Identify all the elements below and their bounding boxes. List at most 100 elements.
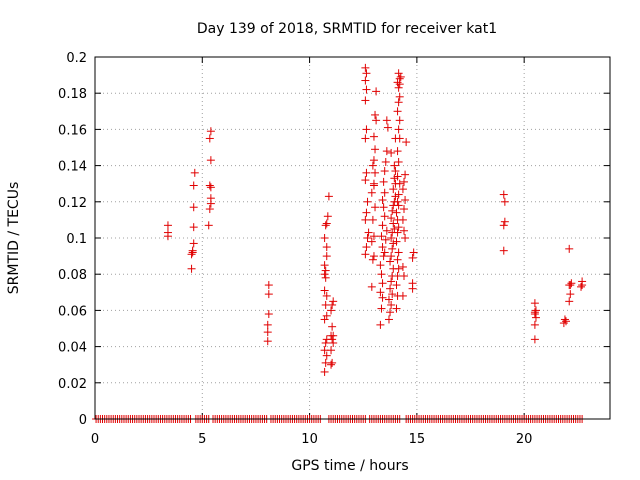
data-point bbox=[400, 177, 408, 186]
data-point bbox=[379, 252, 388, 261]
data-point bbox=[530, 299, 539, 308]
data-point bbox=[398, 215, 407, 224]
y-tick-label: 0 bbox=[79, 413, 87, 428]
data-point bbox=[386, 308, 395, 317]
data-point bbox=[320, 315, 329, 324]
data-point bbox=[383, 123, 392, 132]
data-point bbox=[398, 291, 407, 300]
data-point bbox=[361, 76, 370, 85]
data-point bbox=[380, 188, 389, 197]
data-point bbox=[362, 69, 371, 78]
data-point bbox=[362, 243, 371, 252]
y-tick-label: 0.04 bbox=[58, 341, 87, 356]
y-tick-label: 0.14 bbox=[58, 160, 87, 175]
data-point bbox=[320, 270, 329, 279]
data-point bbox=[562, 317, 571, 326]
data-point bbox=[378, 293, 387, 302]
data-point bbox=[264, 281, 273, 290]
data-point bbox=[205, 205, 214, 214]
y-tick-label: 0.18 bbox=[58, 87, 87, 102]
data-point bbox=[408, 279, 417, 288]
data-point bbox=[394, 98, 403, 107]
y-tick-label: 0.02 bbox=[58, 377, 87, 392]
data-point bbox=[206, 156, 215, 165]
plot-frame bbox=[94, 56, 611, 420]
data-point bbox=[189, 223, 198, 232]
data-point bbox=[499, 246, 508, 255]
data-point bbox=[394, 157, 403, 166]
x-tick-label: 0 bbox=[91, 432, 99, 447]
y-tick-label: 0.1 bbox=[66, 232, 87, 247]
data-point bbox=[395, 116, 404, 125]
data-point bbox=[377, 304, 386, 313]
data-point bbox=[380, 212, 389, 221]
data-point bbox=[401, 234, 410, 242]
data-point bbox=[559, 319, 568, 328]
data-point bbox=[189, 239, 198, 248]
data-point bbox=[378, 279, 387, 288]
data-point bbox=[187, 264, 196, 273]
data-point bbox=[392, 281, 401, 290]
data-point bbox=[531, 306, 540, 315]
data-point bbox=[386, 257, 395, 266]
data-point bbox=[560, 315, 569, 324]
data-point bbox=[387, 148, 396, 157]
data-point bbox=[384, 315, 393, 324]
data-point bbox=[400, 205, 408, 214]
data-point bbox=[377, 232, 386, 241]
data-point bbox=[369, 252, 378, 261]
data-point bbox=[369, 179, 378, 188]
data-point bbox=[393, 107, 402, 116]
data-point bbox=[400, 272, 408, 281]
data-point bbox=[402, 138, 411, 147]
data-point bbox=[321, 273, 330, 282]
data-point bbox=[320, 367, 329, 376]
data-point bbox=[361, 96, 370, 105]
data-point bbox=[394, 125, 403, 134]
data-point bbox=[398, 262, 407, 271]
data-point bbox=[205, 134, 214, 143]
data-point bbox=[321, 266, 330, 275]
y-tick-label: 0.06 bbox=[58, 304, 87, 319]
data-point bbox=[362, 168, 371, 177]
data-point bbox=[362, 85, 371, 94]
grid-lines bbox=[95, 57, 610, 419]
data-point bbox=[363, 234, 372, 242]
data-point bbox=[387, 234, 396, 242]
data-point bbox=[395, 179, 404, 188]
data-point bbox=[322, 243, 331, 252]
data-point bbox=[531, 313, 540, 322]
data-point bbox=[189, 181, 198, 190]
data-point bbox=[322, 311, 331, 320]
data-point bbox=[322, 291, 331, 300]
data-point bbox=[393, 197, 402, 206]
data-point bbox=[368, 255, 377, 264]
data-point bbox=[391, 192, 400, 201]
x-axis-label: GPS time / hours bbox=[291, 458, 408, 474]
data-point bbox=[389, 219, 398, 228]
data-point bbox=[322, 219, 331, 228]
data-point bbox=[393, 147, 402, 156]
data-point bbox=[188, 246, 197, 255]
data-point bbox=[387, 214, 396, 223]
data-point bbox=[361, 250, 370, 259]
data-point bbox=[371, 203, 380, 212]
data-point bbox=[264, 310, 273, 319]
data-point bbox=[327, 306, 336, 315]
data-point bbox=[368, 215, 377, 224]
data-point bbox=[382, 116, 391, 125]
data-point bbox=[566, 281, 575, 290]
data-point bbox=[263, 328, 272, 337]
data-point bbox=[382, 147, 391, 156]
data-point bbox=[394, 83, 403, 92]
data-point bbox=[394, 69, 403, 78]
data-point bbox=[394, 223, 403, 232]
x-tick-label: 5 bbox=[198, 432, 206, 447]
data-point bbox=[361, 63, 370, 72]
data-point bbox=[500, 217, 509, 226]
data-point bbox=[328, 335, 337, 344]
data-point bbox=[205, 181, 214, 190]
data-point bbox=[394, 201, 403, 210]
data-point bbox=[321, 221, 330, 230]
data-point bbox=[163, 221, 172, 230]
